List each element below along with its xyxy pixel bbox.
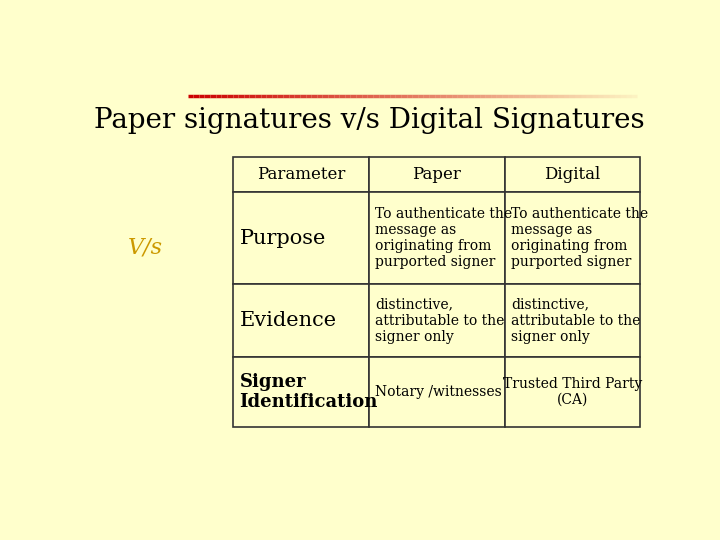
Bar <box>369 157 505 192</box>
Bar <box>505 192 640 284</box>
Text: distinctive,
attributable to the
signer only: distinctive, attributable to the signer … <box>375 298 505 344</box>
Bar <box>505 284 640 357</box>
Text: Paper: Paper <box>413 166 462 183</box>
Text: Digital: Digital <box>544 166 600 183</box>
Text: Parameter: Parameter <box>257 166 346 183</box>
Bar <box>369 357 505 427</box>
Bar <box>369 284 505 357</box>
Text: To authenticate the
message as
originating from
purported signer: To authenticate the message as originati… <box>375 207 513 269</box>
Text: Trusted Third Party
(CA): Trusted Third Party (CA) <box>503 377 642 407</box>
Text: Purpose: Purpose <box>240 228 326 247</box>
Text: V/s: V/s <box>128 237 163 259</box>
Bar <box>505 357 640 427</box>
Text: Signer
Identification: Signer Identification <box>240 373 378 411</box>
Text: distinctive,
attributable to the
signer only: distinctive, attributable to the signer … <box>510 298 640 344</box>
Text: Notary /witnesses: Notary /witnesses <box>375 385 502 399</box>
Bar <box>233 192 369 284</box>
Bar <box>233 284 369 357</box>
Text: To authenticate the
message as
originating from
purported signer: To authenticate the message as originati… <box>510 207 648 269</box>
Text: Paper signatures v/s Digital Signatures: Paper signatures v/s Digital Signatures <box>94 107 644 134</box>
Bar <box>233 157 369 192</box>
Bar <box>505 157 640 192</box>
Text: Evidence: Evidence <box>240 312 337 330</box>
Bar <box>369 192 505 284</box>
Bar <box>233 357 369 427</box>
